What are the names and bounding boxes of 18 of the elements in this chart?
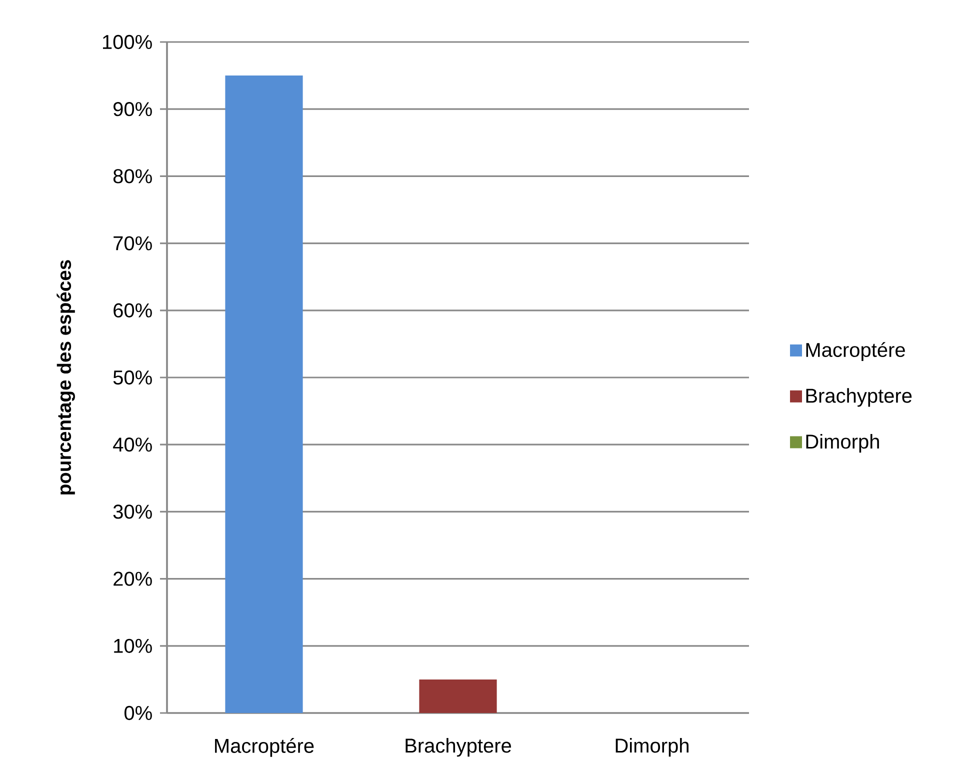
y-tick-label: 20% [114, 572, 152, 586]
y-axis-title: pourcentage des espéces [56, 260, 75, 494]
legend-label: Macroptére [806, 342, 905, 361]
y-tick-label: 30% [113, 504, 152, 519]
y-tick-label: 50% [113, 370, 152, 385]
y-tick-label: 60% [114, 303, 152, 318]
y-tick-label: 40% [113, 438, 152, 452]
x-tick-label: Macroptére [215, 738, 314, 757]
y-tick-label: 10% [114, 638, 152, 653]
y-tick-label: 90% [114, 102, 152, 116]
x-tick-label: Dimorph [616, 738, 688, 757]
y-tick-label: 80% [113, 169, 152, 184]
x-tick-label: Brachyptere [406, 738, 512, 757]
y-tick-label: 70% [114, 236, 152, 250]
y-tick-label: 0% [124, 706, 152, 720]
legend-label: Dimorph [806, 434, 879, 453]
y-tick-label: 100% [102, 34, 152, 50]
legend-label: Brachyptere [806, 388, 912, 407]
